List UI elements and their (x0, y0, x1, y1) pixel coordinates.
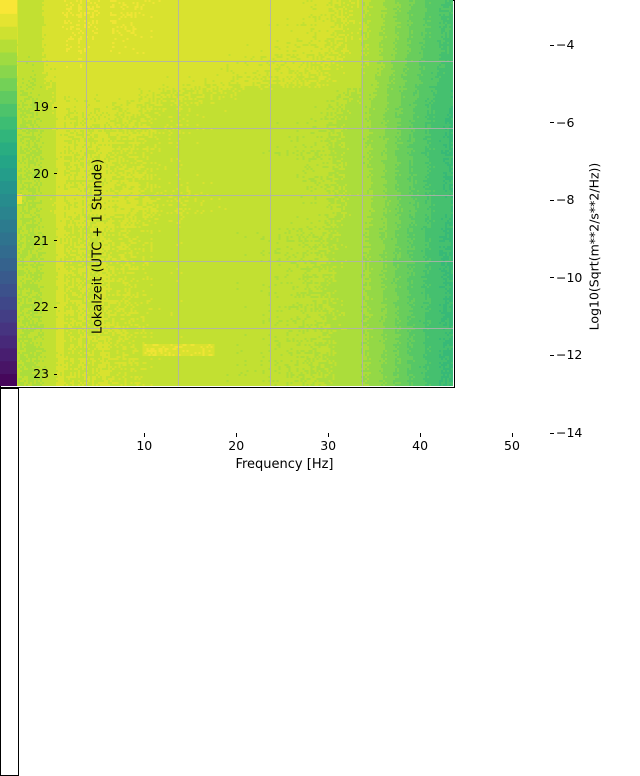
x-axis-label: Frequency [Hz] (235, 457, 334, 472)
x-tick-label: 50 (504, 438, 520, 453)
y-tick-label: 19 (33, 99, 49, 115)
colorbar-tick-label: −14 (556, 425, 583, 440)
colorbar-tick (550, 122, 554, 124)
x-tick (143, 433, 145, 437)
colorbar-tick (550, 199, 554, 201)
x-tick (511, 433, 513, 437)
colorbar-tick (550, 432, 554, 434)
y-tick-label: 20 (33, 165, 49, 181)
y-tick (53, 240, 57, 242)
colorbar-tick (550, 44, 554, 46)
colorbar-tick-label: −12 (556, 347, 583, 363)
y-axis-label: Lokalzeit (UTC + 1 Stunde) (90, 158, 106, 335)
x-tick-label: 40 (412, 438, 429, 453)
x-tick (327, 433, 329, 437)
x-tick-label: 20 (228, 438, 245, 453)
colorbar-tick-label: −8 (556, 192, 575, 208)
y-tick-label: 21 (33, 232, 49, 248)
x-tick-label: 30 (320, 438, 337, 453)
x-tick (419, 433, 421, 437)
colorbar-label: Log10(Sqrt(m**2/s**2/Hz)) (586, 162, 602, 331)
spectrogram-image (0, 0, 453, 386)
y-tick (53, 173, 57, 175)
x-tick-label: 10 (136, 438, 153, 453)
y-tick-label: 22 (33, 299, 49, 315)
y-tick-label: 23 (33, 366, 49, 382)
colorbar-tick-label: −6 (556, 114, 575, 130)
x-tick (235, 433, 237, 437)
y-tick (53, 306, 57, 308)
spectrogram-plot-area[interactable] (0, 0, 455, 388)
colorbar-tick (550, 354, 554, 356)
y-tick (53, 373, 57, 375)
y-tick (53, 106, 57, 108)
colorbar (0, 0, 19, 776)
colorbar-tick (550, 277, 554, 279)
colorbar-tick-label: −10 (556, 269, 583, 285)
colorbar-tick-label: −4 (556, 37, 575, 52)
